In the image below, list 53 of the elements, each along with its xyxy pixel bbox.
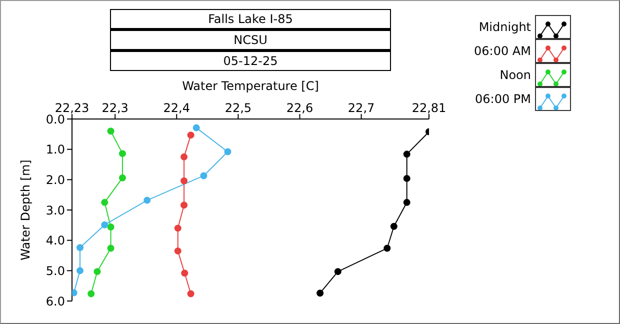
- y-tick-label: 4.0: [46, 234, 65, 248]
- point: [76, 244, 84, 252]
- x-tick-label: 22,6: [286, 101, 314, 115]
- y-tick-label: 3.0: [46, 203, 65, 218]
- y-tick-label: 6.0: [46, 294, 65, 308]
- point: [334, 268, 342, 276]
- point: [76, 267, 84, 274]
- y-tick-label: 2.0: [46, 172, 65, 187]
- point: [390, 222, 398, 230]
- point: [181, 270, 188, 277]
- point: [192, 124, 200, 132]
- point: [118, 174, 126, 182]
- point: [224, 148, 232, 156]
- x-tick-label: 22,81: [412, 101, 446, 115]
- chart-title: Falls Lake I-85: [110, 9, 391, 29]
- x-tick-label: 22,3: [102, 101, 128, 115]
- point: [403, 198, 410, 206]
- point: [107, 244, 114, 252]
- point: [94, 268, 101, 276]
- legend-label: 06:00 AM: [474, 44, 531, 58]
- point: [118, 150, 126, 158]
- point: [403, 150, 410, 158]
- point: [180, 153, 188, 160]
- point: [88, 290, 95, 298]
- y-tick-label: 0.0: [46, 112, 65, 126]
- point: [107, 223, 114, 230]
- point: [180, 202, 188, 209]
- point: [384, 244, 391, 252]
- point: [174, 224, 182, 232]
- point: [101, 198, 108, 206]
- point: [144, 196, 151, 204]
- x-tick-label: 22,23: [54, 101, 90, 115]
- x-tick-label: 22,7: [348, 101, 375, 115]
- legend-label: Noon: [500, 68, 531, 82]
- point: [187, 132, 194, 139]
- legend-label: Midnight: [478, 20, 531, 34]
- y-tick-label: 5.0: [46, 264, 65, 278]
- point: [180, 177, 188, 184]
- point: [174, 247, 182, 254]
- point: [187, 290, 194, 298]
- point: [200, 172, 208, 180]
- point: [316, 290, 324, 297]
- y-tick-label: 1.0: [46, 142, 65, 157]
- point: [107, 128, 114, 135]
- chart-subtitle: NCSU: [110, 29, 391, 50]
- x-axis-title: Water Temperature [C]: [181, 79, 320, 93]
- y-axis-title: Water Depth [m]: [18, 160, 32, 260]
- text: 05-12-25: [110, 50, 391, 71]
- point: [403, 174, 410, 182]
- x-tick-label: 22,5: [224, 101, 252, 115]
- point: [101, 221, 108, 228]
- legend-label: 06:00 PM: [475, 92, 531, 106]
- x-tick-label: 22,4: [163, 101, 190, 115]
